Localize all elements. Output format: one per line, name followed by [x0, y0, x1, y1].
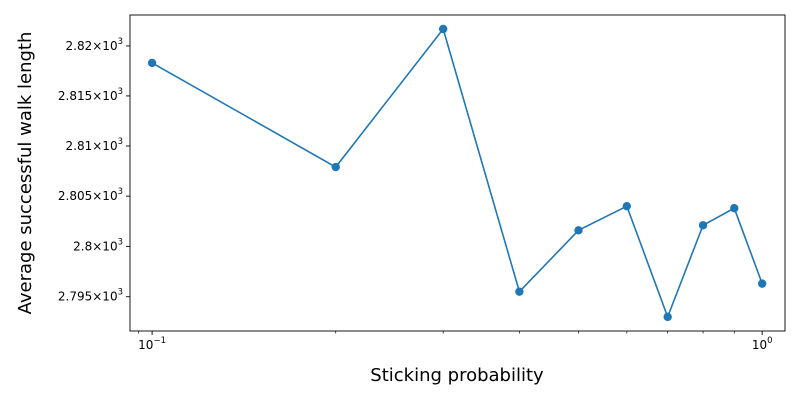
data-point — [331, 162, 340, 172]
y-tick-label: 2.795×103 — [58, 288, 123, 304]
y-tick-label: 2.815×103 — [58, 87, 123, 103]
x-axis-ticks: 10−1 100 — [138, 331, 773, 352]
data-point — [574, 226, 583, 235]
y-tick-label: 2.81×103 — [66, 137, 123, 153]
y-axis-label: Average successful walk length — [15, 32, 36, 315]
data-point — [663, 312, 672, 322]
data-point — [622, 201, 632, 211]
x-tick-label: 10−1 — [138, 336, 166, 352]
data-point — [757, 279, 767, 288]
series-layer — [147, 24, 767, 322]
data-point — [515, 287, 524, 296]
x-tick-label: 100 — [752, 336, 773, 352]
axes-frame — [129, 14, 786, 332]
y-tick-label: 2.82×103 — [66, 37, 123, 53]
x-axis-label: Sticking probability — [370, 365, 544, 386]
y-tick-label: 2.8×103 — [73, 237, 123, 253]
y-axis-ticks: 2.795×103 2.8×103 2.805×103 2.81×103 2.815×1… — [58, 37, 130, 304]
data-point — [698, 221, 708, 230]
data-point — [147, 58, 157, 68]
data-point — [730, 203, 739, 213]
plot-area — [129, 14, 786, 332]
y-tick-label: 2.805×103 — [58, 187, 123, 203]
series-line — [151, 27, 763, 320]
data-point — [438, 24, 448, 34]
